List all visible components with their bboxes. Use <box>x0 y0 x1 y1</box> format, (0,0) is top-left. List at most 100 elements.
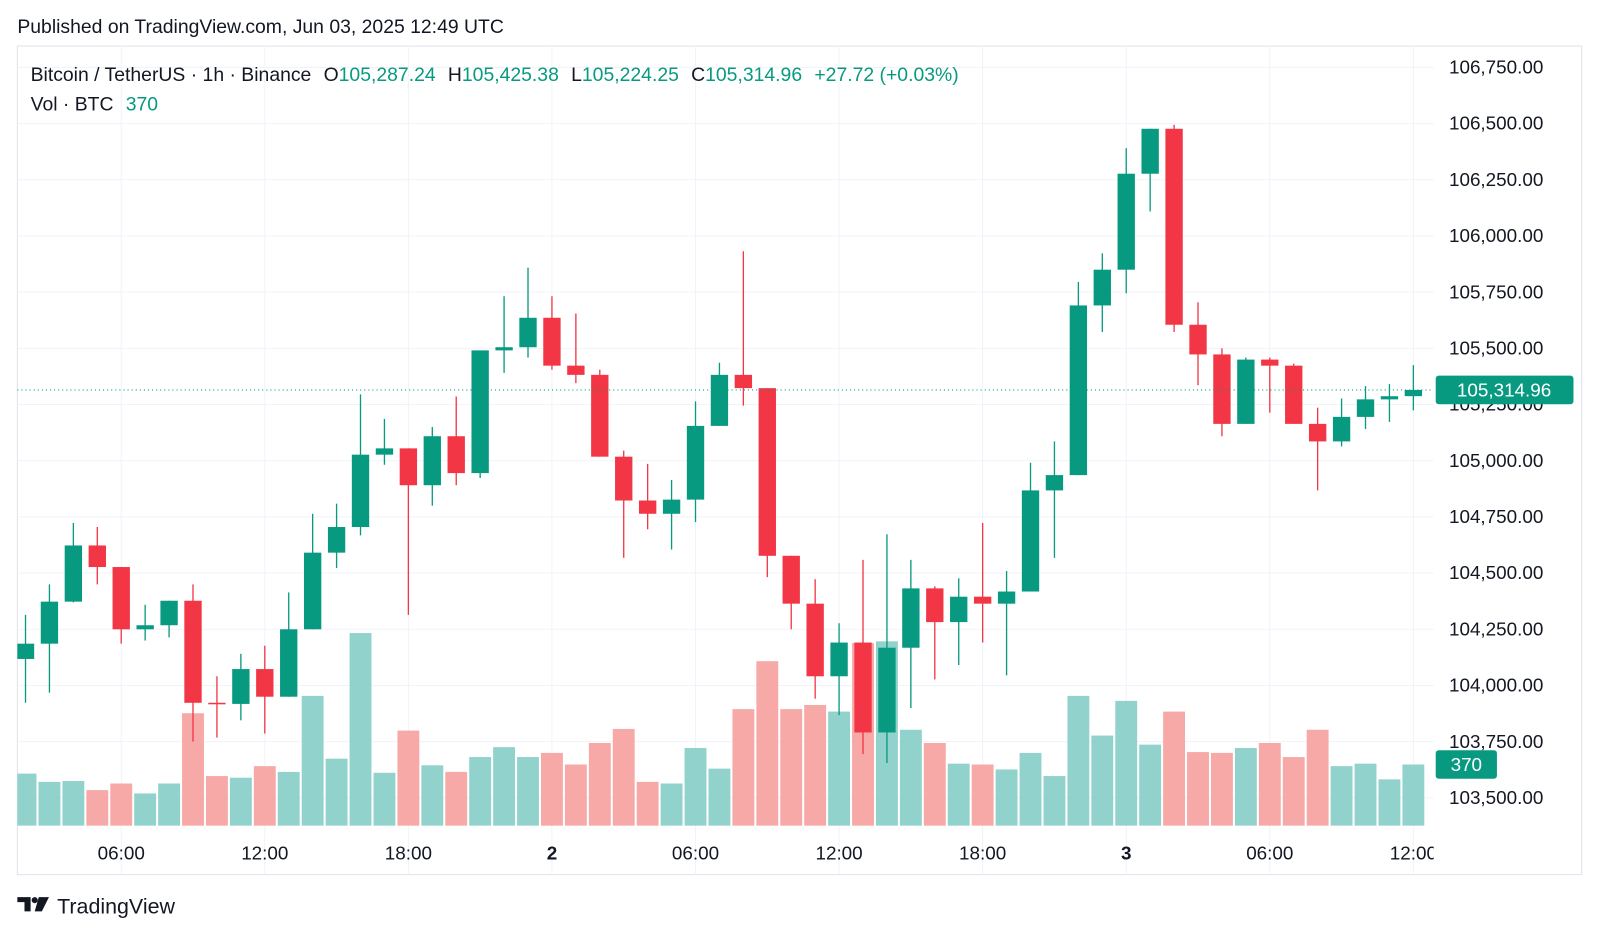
volume-bar <box>1306 729 1329 826</box>
candle-body <box>1189 324 1207 355</box>
candle-body <box>495 347 513 351</box>
candle-body <box>543 317 561 366</box>
volume-bar <box>780 709 803 826</box>
candle-body <box>1117 173 1135 270</box>
x-tick-label: 12:00 <box>241 842 288 863</box>
legend-value: 105,425.38 <box>462 64 559 86</box>
price-axis: 103,500.00 103,750.00 104,000.00 104,250.00… <box>1435 57 1574 808</box>
candle-body <box>615 456 633 501</box>
volume-bar <box>134 793 157 826</box>
candle-body <box>64 545 83 602</box>
volume-bar <box>1163 711 1186 826</box>
time-axis: 06:00 12:00 18:00 2 06:00 12:00 18:00 3 06:00 12:… <box>98 842 1434 863</box>
candle-body <box>1021 490 1040 592</box>
candle-body <box>232 669 250 704</box>
volume-legend: Vol · BTC 370 <box>31 93 159 115</box>
y-tick-label: 105,000.00 <box>1449 450 1543 471</box>
volume-bar <box>1330 766 1353 826</box>
candle-body <box>758 388 776 556</box>
volume-pane <box>17 633 1425 826</box>
y-tick-label: 106,750.00 <box>1449 57 1543 78</box>
y-tick-label: 103,750.00 <box>1449 731 1543 752</box>
candle-body <box>280 629 298 697</box>
volume-bar <box>325 758 348 826</box>
candle-body <box>591 374 609 457</box>
y-tick-label: 106,000.00 <box>1449 225 1543 246</box>
volume-bar <box>445 771 468 826</box>
candle-body <box>423 436 441 486</box>
volume-badge-label: 370 <box>1451 754 1482 775</box>
volume-bar <box>1258 743 1281 826</box>
candle-body <box>1404 389 1423 397</box>
volume-bar <box>1187 752 1209 826</box>
volume-bar <box>660 783 683 826</box>
y-tick-label: 106,500.00 <box>1449 113 1543 134</box>
volume-bar <box>684 747 707 826</box>
volume-value: 370 <box>126 93 159 115</box>
symbol: Bitcoin / TetherUS · 1h · Binance <box>31 64 312 86</box>
candle-body <box>878 647 896 733</box>
volume-bar <box>469 757 492 826</box>
candle-body <box>399 448 418 486</box>
volume-bar <box>1282 757 1305 826</box>
volume-bar <box>182 713 204 826</box>
volume-title: Vol · BTC <box>31 93 114 115</box>
volume-bar <box>62 781 85 826</box>
brand-logo <box>17 897 49 912</box>
volume-bar <box>373 772 396 826</box>
x-tick-label: 06:00 <box>672 842 719 863</box>
legend: Bitcoin / TetherUS · 1h · Binance O105,28… <box>31 64 959 86</box>
candle-body <box>902 588 920 648</box>
legend-change: +27.72 (+0.03%) <box>814 64 958 86</box>
candle-body <box>447 436 465 474</box>
volume-bar <box>971 764 994 826</box>
candle-body <box>662 499 681 514</box>
volume-bar <box>277 771 300 826</box>
volume-bar <box>1210 752 1233 826</box>
volume-bar <box>301 695 324 826</box>
volume-bar <box>804 704 827 826</box>
logo-shape <box>34 897 49 912</box>
candle-body <box>734 374 753 389</box>
volume-bar <box>17 773 37 826</box>
candle-body <box>638 500 657 514</box>
volume-bar <box>540 752 563 826</box>
y-tick-label: 103,500.00 <box>1449 787 1543 808</box>
candle-body <box>1141 128 1159 174</box>
candle-body <box>782 555 800 604</box>
candle-body <box>351 454 370 528</box>
candle-body <box>519 317 537 348</box>
grid <box>17 46 1434 875</box>
legend-key: L <box>571 64 582 86</box>
legend-value: 105,287.24 <box>339 64 436 86</box>
candle-body <box>40 601 59 644</box>
volume-bar <box>612 728 635 826</box>
y-tick-label: 104,000.00 <box>1449 675 1543 696</box>
candle-body <box>1332 416 1351 442</box>
price-badge <box>1435 375 1574 405</box>
candle-body <box>1285 365 1303 424</box>
candle-body <box>160 600 178 626</box>
candle-body <box>17 643 35 659</box>
candle-body <box>1380 396 1399 400</box>
legend-value: 105,224.25 <box>582 64 679 86</box>
candle-body <box>926 588 944 623</box>
x-tick-label: 06:00 <box>98 842 145 863</box>
volume-bar <box>995 769 1018 826</box>
y-tick-label: 106,250.00 <box>1449 169 1543 190</box>
legend-key: C <box>691 64 705 86</box>
volume-bar <box>205 776 228 826</box>
x-tick-label: 2 <box>547 842 558 863</box>
volume-bar <box>1139 744 1162 826</box>
volume-bar <box>229 777 252 826</box>
volume-bar <box>923 743 946 826</box>
y-tick-label: 104,500.00 <box>1449 562 1543 583</box>
volume-bar <box>1378 779 1401 826</box>
volume-badge <box>1435 750 1497 779</box>
price-badge-label: 105,314.96 <box>1457 380 1551 401</box>
candle-body <box>1261 359 1279 366</box>
candle-body <box>1045 475 1064 491</box>
candle-body <box>136 625 154 630</box>
volume-bar <box>1019 752 1042 826</box>
